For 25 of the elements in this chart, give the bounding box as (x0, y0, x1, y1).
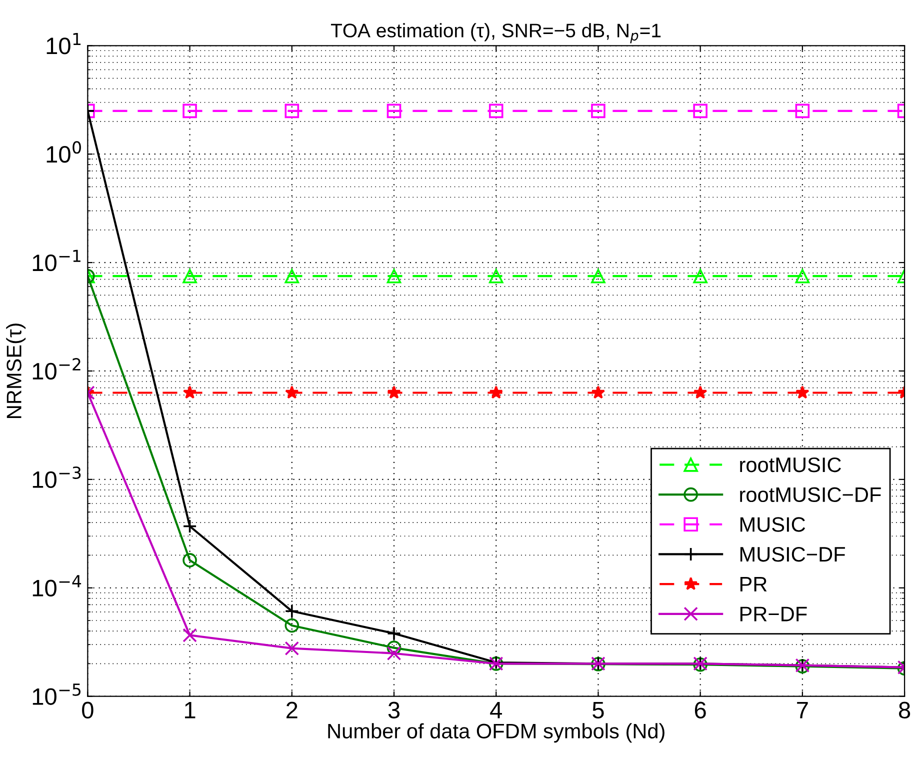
x-tick-label: 3 (388, 702, 400, 719)
y-tick-label: 10$^{−1}$ (32, 250, 80, 272)
legend-label: MUSIC (740, 517, 806, 532)
x-tick-label: 8 (899, 702, 910, 719)
x-tick-label: 7 (797, 702, 808, 718)
chart-title: TOA estimation (τ), SNR=−5 dB, N$_{p}$=1 (330, 23, 661, 44)
x-tick-label: 2 (286, 702, 298, 718)
y-tick-label: 10$^{−2}$ (32, 358, 80, 380)
legend-label: rootMUSIC (740, 457, 841, 472)
y-tick-label: 10$^{−5}$ (32, 684, 81, 705)
legend-label: PR (740, 577, 767, 592)
y-tick-label: 10$^{−4}$ (32, 575, 82, 596)
y-tick-label: 10$^{−3}$ (32, 466, 81, 488)
legend-label: MUSIC−DF (740, 546, 845, 562)
x-tick-label: 6 (694, 702, 706, 719)
x-tick-label: 1 (185, 702, 196, 718)
x-tick-label: 5 (592, 702, 604, 719)
y-axis-title: NRMSE(τ) (6, 324, 26, 418)
legend-label: rootMUSIC−DF (740, 487, 881, 502)
y-tick-label: 10$^{0}$ (46, 141, 81, 163)
legend-label: PR−DF (740, 606, 807, 622)
x-axis-title: Number of data OFDM symbols (Nd) (328, 723, 664, 743)
x-tick-label: 0 (82, 702, 94, 719)
y-tick-label: 10$^{1}$ (46, 32, 81, 54)
x-tick-label: 4 (490, 702, 502, 718)
